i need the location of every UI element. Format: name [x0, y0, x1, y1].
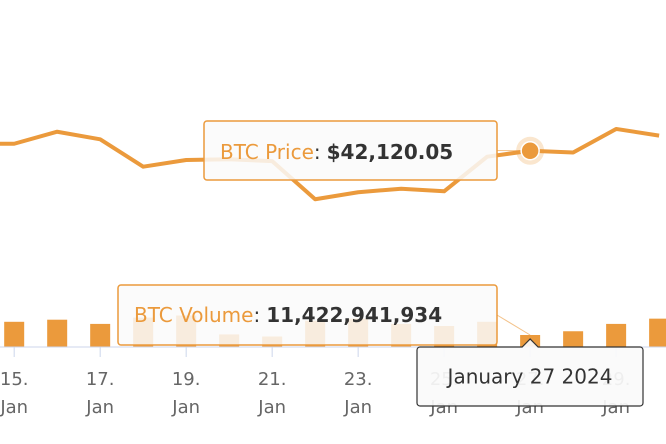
date-tooltip-text: January 27 2024 — [446, 365, 613, 389]
x-tick-label-line: Jan — [171, 397, 200, 418]
x-tick-label-line: Jan — [85, 397, 114, 418]
x-tick-label-line: Jan — [0, 397, 28, 418]
price-tooltip — [203, 120, 498, 181]
x-tick-label: 19. Jan — [171, 369, 200, 418]
x-tick-label: 17. Jan — [85, 369, 114, 418]
volume-bar — [606, 323, 627, 347]
value-label: 11,422,941,934 — [266, 303, 442, 327]
x-tick-label-line: 15. — [0, 369, 29, 390]
volume-tooltip — [117, 284, 498, 346]
volume-bar — [649, 318, 666, 347]
price-line — [0, 126, 660, 202]
price-tooltip-text: BTC Price: $42,120.05 — [220, 140, 453, 164]
x-tick-label-line: Jan — [257, 397, 286, 418]
x-tick-label-line: 19. — [172, 369, 201, 390]
x-tick-label-line: 21. — [258, 369, 287, 390]
hover-point — [520, 141, 540, 161]
x-tick-label-line: Jan — [343, 397, 372, 418]
separator: : — [314, 140, 321, 164]
x-tick-label: 23. Jan — [343, 369, 372, 418]
x-tick-label-line: 17. — [86, 369, 115, 390]
x-tick-label: 21. Jan — [257, 369, 286, 418]
series-name: BTC Price — [220, 140, 314, 164]
volume-tooltip-connector — [496, 314, 531, 336]
volume-bar — [4, 321, 25, 347]
volume-bar — [47, 319, 68, 347]
volume-bar — [563, 331, 584, 347]
x-tick-label-line: 23. — [344, 369, 373, 390]
separator: : — [253, 303, 260, 327]
volume-bar — [90, 323, 111, 347]
x-tick-label: 15. Jan — [0, 369, 29, 418]
series-name: BTC Volume — [134, 303, 253, 327]
value-label: $42,120.05 — [327, 140, 454, 164]
date-tooltip — [416, 338, 644, 407]
volume-tooltip-text: BTC Volume: 11,422,941,934 — [134, 303, 442, 327]
